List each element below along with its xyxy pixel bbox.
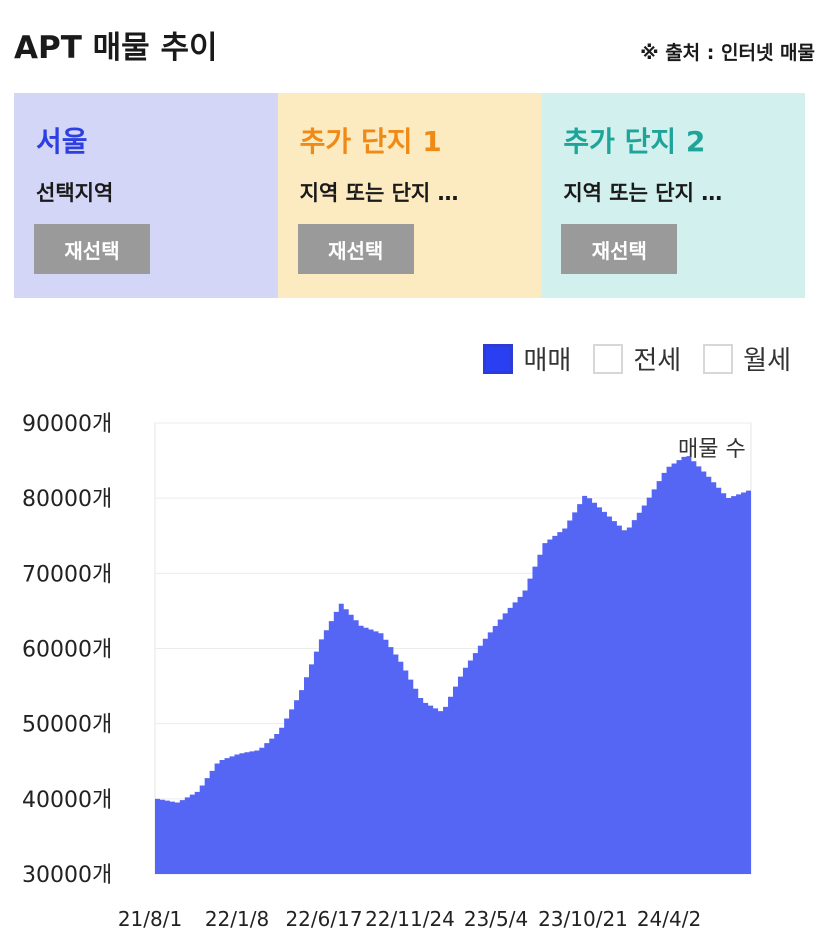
legend-item-sale[interactable]: 매매 (483, 340, 571, 377)
region-panels: 서울 선택지역 재선택 추가 단지 1 지역 또는 단지 … 재선택 추가 단지… (14, 93, 806, 298)
reselect-button[interactable]: 재선택 (561, 224, 678, 274)
x-tick-label: 23/5/4 (464, 907, 528, 931)
page-title: APT 매물 추이 (14, 30, 218, 66)
checkbox-icon[interactable] (593, 343, 624, 374)
x-tick-label: 22/1/8 (205, 907, 269, 931)
legend-item-jeonse[interactable]: 전세 (593, 340, 681, 377)
y-tick-label: 50000개 (22, 713, 112, 738)
panel-subtitle[interactable]: 지역 또는 단지 … (299, 181, 459, 205)
source-note: ※ 출처 : 인터넷 매물 (640, 42, 815, 64)
y-tick-label: 70000개 (22, 562, 112, 587)
checkbox-icon[interactable] (703, 343, 734, 374)
panel-title: 서울 (36, 125, 88, 158)
reselect-button[interactable]: 재선택 (34, 224, 150, 274)
panel-title: 추가 단지 2 (563, 125, 706, 158)
panel-extra-complex-1: 추가 단지 1 지역 또는 단지 … 재선택 (277, 93, 542, 298)
legend-label: 전세 (633, 346, 682, 376)
y-tick-label: 80000개 (22, 487, 112, 512)
series-area (155, 456, 751, 874)
panel-region-seoul: 서울 선택지역 재선택 (14, 93, 278, 298)
legend-label: 월세 (743, 346, 791, 376)
y-tick-label: 30000개 (22, 863, 112, 888)
chart-legend: 매매 전세 월세 (461, 340, 791, 377)
x-tick-label: 23/10/21 (538, 907, 628, 931)
x-tick-label: 22/6/17 (285, 907, 362, 931)
x-tick-label: 22/11/24 (365, 907, 455, 931)
panel-extra-complex-2: 추가 단지 2 지역 또는 단지 … 재선택 (541, 93, 806, 298)
y-tick-label: 60000개 (22, 638, 112, 663)
listing-trend-chart: 90000개 80000개 70000개 60000개 50000개 40000개 3000… (22, 412, 752, 931)
legend-label: 매매 (523, 346, 572, 376)
panel-title: 추가 단지 1 (299, 125, 442, 158)
y-tick-label: 90000개 (22, 412, 112, 437)
reselect-button[interactable]: 재선택 (297, 224, 414, 274)
x-tick-label: 21/8/1 (118, 907, 182, 931)
checkbox-icon[interactable] (483, 343, 514, 374)
x-tick-label: 24/4/2 (637, 907, 701, 931)
panel-subtitle: 선택지역 (36, 181, 114, 205)
panel-subtitle[interactable]: 지역 또는 단지 … (563, 181, 723, 205)
series-label: 매물 수 (678, 437, 746, 462)
y-tick-label: 40000개 (22, 788, 112, 813)
legend-item-monthly-rent[interactable]: 월세 (703, 340, 791, 377)
